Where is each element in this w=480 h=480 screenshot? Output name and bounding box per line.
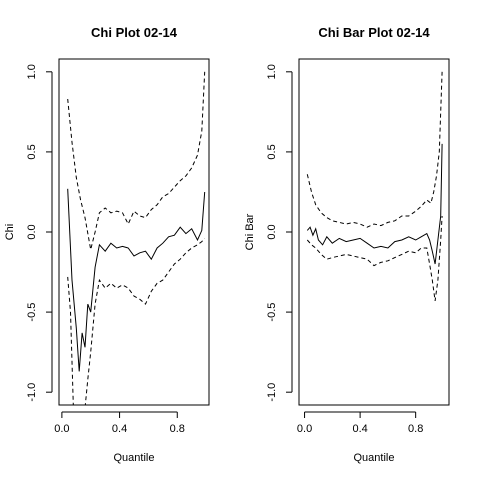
chi-plot-x-tick-label: 0.0: [54, 423, 69, 435]
chi-plot-y-tick-label: -1.0: [26, 383, 38, 402]
chi-plot-frame: [58, 58, 210, 406]
chi-bar-plot-y-axis-label: Chi Bar: [244, 213, 256, 250]
chi-plot-x-axis-label: Quantile: [114, 452, 155, 464]
chi-bar-plot-x-axis-label: Quantile: [354, 452, 395, 464]
chi-bar-plot-estimate-line: [306, 143, 443, 265]
chi-plot-y-tick-label: 1.0: [26, 64, 38, 79]
chi-bar-plot-frame: [298, 58, 450, 406]
chi-bar-plot-y-tick-label: 0.0: [266, 224, 278, 239]
chi-bar-plot-panel: Chi Bar Plot 02-14 Quantile Chi Bar 0.0 0…: [244, 25, 450, 464]
chi-bar-plot-y-tick-label: -1.0: [266, 383, 278, 402]
chi-plot-title: Chi Plot 02-14: [91, 25, 178, 40]
chi-plot-x-tick-label: 0.8: [170, 423, 185, 435]
chi-plot-y-tick-label: 0.5: [26, 144, 38, 159]
chi-plot-panel: Chi Plot 02-14 Quantile Chi 0.0 0.4 0.8 -1.…: [4, 25, 210, 464]
chi-plot-upper-bound-line: [67, 71, 206, 250]
chi-plot-lower-bound-line: [67, 238, 206, 405]
chi-plot-y-tick-label: 0.0: [26, 224, 38, 239]
chi-bar-plot-x-tick-label: 0.8: [408, 423, 423, 435]
chi-bar-plot-y-tick-label: -0.5: [266, 303, 278, 322]
chi-plot-x-tick-label: 0.4: [112, 423, 127, 435]
chi-bar-plot-upper-bound-line: [306, 71, 443, 228]
chi-bar-plot-lower-bound-line: [306, 215, 443, 301]
chi-bar-plot-x-tick-label: 0.0: [297, 423, 312, 435]
chi-bar-plot-y-tick-label: 1.0: [266, 64, 278, 79]
chi-plot-y-tick-label: -0.5: [26, 303, 38, 322]
chi-plot-y-axis-label: Chi: [4, 224, 16, 241]
chi-plot-estimate-line: [67, 188, 206, 372]
chi-bar-plot-x-tick-label: 0.4: [352, 423, 367, 435]
chi-bar-plot-y-tick-label: 0.5: [266, 144, 278, 159]
chi-bar-plot-title: Chi Bar Plot 02-14: [318, 25, 430, 40]
